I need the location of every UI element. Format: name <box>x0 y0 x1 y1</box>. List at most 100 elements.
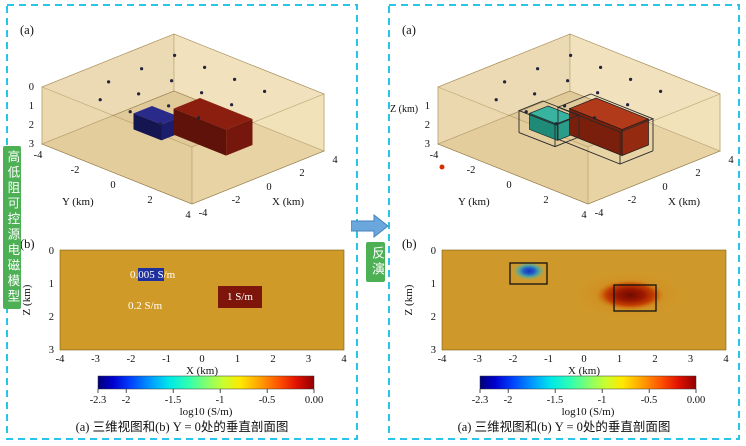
z3d-tick: 3 <box>425 139 430 150</box>
x3d-tick: 2 <box>299 168 304 179</box>
x3d-tick: -4 <box>199 208 208 219</box>
zsec-tick: 1 <box>431 279 436 290</box>
box-top-rim <box>40 33 326 148</box>
resistive-label: 0.005 S/m <box>130 269 176 281</box>
y3d-tick: -2 <box>467 165 476 176</box>
y3d-tick: -4 <box>430 150 439 161</box>
subfig-a-label: (a) <box>20 23 34 37</box>
colorbar-tick: -1.5 <box>547 395 564 406</box>
x3d-tick: -4 <box>595 208 604 219</box>
x3d-tick: 4 <box>728 155 734 166</box>
zsec-tick: 3 <box>49 345 54 356</box>
x3d-tick: 0 <box>266 182 271 193</box>
subfig-a-label: (a) <box>402 23 416 37</box>
colorbar: -2.3 -2 -1.5 -1 -0.5 0.00 log10 (S/m) <box>472 375 705 418</box>
zsec-axis-label: Z (km) <box>21 284 33 315</box>
x3d-tick: -2 <box>628 195 637 206</box>
xsec-tick: -2 <box>509 354 518 365</box>
colorbar-tick: -0.5 <box>259 395 276 406</box>
receiver-dots <box>494 53 663 126</box>
model-type-side-label: 高低阻可控源电磁模型 <box>3 146 22 309</box>
xsec-tick: -4 <box>438 354 447 365</box>
z3d-tick: 1 <box>425 101 430 112</box>
recovered-conductive-block-3d <box>568 97 650 157</box>
zsec-axis-label: Z (km) <box>403 284 415 315</box>
background-label: 0.2 S/m <box>128 300 163 312</box>
conductive-block-2d <box>218 286 262 308</box>
colorbar-tick: -1 <box>598 395 607 406</box>
subfig-b-label: (b) <box>20 237 35 251</box>
xsec-tick: -2 <box>127 354 136 365</box>
section-inversion: 0 1 2 3 Z (km) -4 -3 -2 -1 0 1 2 3 4 X (… <box>403 246 729 377</box>
colorbar-tickmarks <box>479 389 697 393</box>
xsec-tick: 1 <box>617 354 622 365</box>
true-conductive-outline <box>613 284 657 312</box>
section-true-model: 0.005 S/m 0.2 S/m 1 S/m 0 1 2 3 Z (km) -… <box>21 246 347 377</box>
z3d-axis-label: Z (km) <box>390 104 418 115</box>
true-block-wireframe <box>517 93 655 165</box>
resistive-block-2d <box>138 268 164 281</box>
y3d-tick: 0 <box>110 180 115 191</box>
colorbar-tick: 0.00 <box>305 395 323 406</box>
section-background <box>59 249 345 351</box>
figure-caption: (a) 三维视图和(b) Y = 0处的垂直剖面图 <box>76 419 289 434</box>
xsec-tick: -4 <box>56 354 65 365</box>
inversion-panel: (a) Z (km) <box>388 4 740 440</box>
xsec-tick: 4 <box>723 354 729 365</box>
colorbar: -2.3 -2 -1.5 -1 -0.5 0.00 log10 (S/m) <box>90 375 323 418</box>
xsec-tick: 2 <box>270 354 275 365</box>
zsec-tick: 2 <box>431 312 436 323</box>
x3d-tick: 0 <box>662 182 667 193</box>
xsec-tick: 2 <box>652 354 657 365</box>
model-panel: (a) 0 <box>6 4 358 440</box>
colorbar-tick: -1 <box>216 395 225 406</box>
y3d-tick: -4 <box>34 150 43 161</box>
z3d-tick: 3 <box>29 139 34 150</box>
xsec-tick: -1 <box>544 354 553 365</box>
zsec-tick: 1 <box>49 279 54 290</box>
x3d-axis-label: X (km) <box>272 196 304 208</box>
zsec-tick: 2 <box>49 312 54 323</box>
y3d-axis-label: Y (km) <box>62 196 94 208</box>
view3d-inversion: 1 2 3 -4 -2 0 2 4 Y (km) -4 -2 0 2 4 X (… <box>425 33 734 221</box>
resistive-anomaly <box>513 262 545 280</box>
y3d-tick: 4 <box>581 210 587 221</box>
x3d-axis-label: X (km) <box>668 196 700 208</box>
conductive-anomaly <box>596 280 664 310</box>
box-front-right-wall <box>191 93 325 205</box>
colorbar-tickmarks <box>97 389 315 393</box>
y3d-tick: 4 <box>185 210 191 221</box>
colorbar-label: log10 (S/m) <box>180 406 233 418</box>
y3d-tick: 0 <box>506 180 511 191</box>
box-top-rim <box>436 33 722 148</box>
box-front-right-wall <box>587 93 721 205</box>
colorbar-label: log10 (S/m) <box>562 406 615 418</box>
zsec-tick: 0 <box>431 246 436 257</box>
y3d-axis-label: Y (km) <box>458 196 490 208</box>
source-dot <box>439 164 445 170</box>
y3d-tick: 2 <box>543 195 548 206</box>
xsec-tick: 4 <box>341 354 347 365</box>
conductive-label: 1 S/m <box>227 291 253 303</box>
colorbar-gradient <box>97 375 315 390</box>
xsec-axis-label: X (km) <box>186 365 218 377</box>
colorbar-tick: -1.5 <box>165 395 182 406</box>
arrow-icon <box>351 214 389 238</box>
colorbar-tick: 0.00 <box>687 395 705 406</box>
conductive-block-3d <box>173 98 253 156</box>
subfig-b-label: (b) <box>402 237 417 251</box>
z3d-tick: 1 <box>29 101 34 112</box>
xsec-tick: 0 <box>581 354 586 365</box>
view3d-true-model: 0 1 2 3 -4 -2 0 2 4 Y (km) -4 -2 0 2 4 X… <box>29 33 338 221</box>
figure-caption: (a) 三维视图和(b) Y = 0处的垂直剖面图 <box>458 419 671 434</box>
colorbar-gradient <box>479 375 697 390</box>
receiver-dots <box>98 53 267 126</box>
xsec-tick: 0 <box>199 354 204 365</box>
xsec-tick: 3 <box>688 354 693 365</box>
colorbar-tick: -2.3 <box>472 395 489 406</box>
xsec-tick: 1 <box>235 354 240 365</box>
xsec-axis-label: X (km) <box>568 365 600 377</box>
colorbar-tick: -2 <box>504 395 513 406</box>
x3d-tick: -2 <box>232 195 241 206</box>
zsec-tick: 0 <box>49 246 54 257</box>
